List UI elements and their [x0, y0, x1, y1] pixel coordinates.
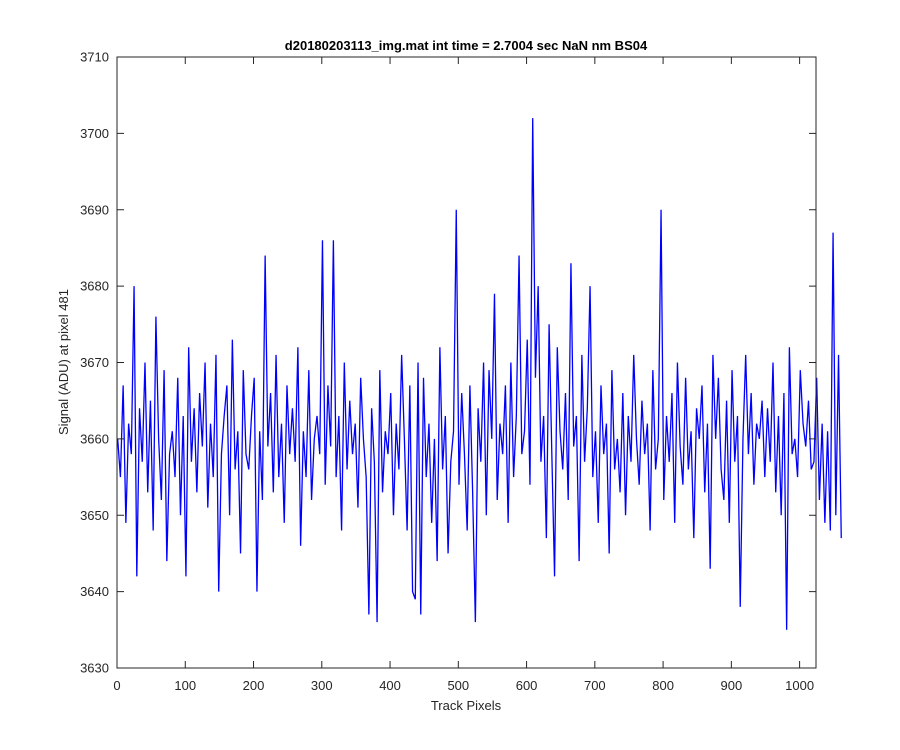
x-tick-label: 900	[721, 678, 743, 693]
y-tick-label: 3650	[80, 508, 109, 523]
series-group	[117, 118, 842, 630]
y-tick-label: 3700	[80, 126, 109, 141]
series-line-1	[117, 118, 842, 630]
y-tick-label: 3680	[80, 279, 109, 294]
x-tick-label: 400	[379, 678, 401, 693]
y-tick-label: 3690	[80, 202, 109, 217]
x-tick-label: 800	[652, 678, 674, 693]
y-axis-ticks: 3630 3640 3650 3660 3670 3680 3690 3700 3710	[80, 50, 816, 676]
plot-area	[117, 57, 816, 668]
x-tick-label: 600	[516, 678, 538, 693]
x-tick-label: 0	[113, 678, 120, 693]
x-tick-label: 700	[584, 678, 606, 693]
x-tick-label: 200	[243, 678, 265, 693]
y-tick-label: 3640	[80, 584, 109, 599]
x-tick-label: 500	[447, 678, 469, 693]
x-tick-label: 100	[174, 678, 196, 693]
y-tick-label: 3630	[80, 661, 109, 676]
y-axis-label: Signal (ADU) at pixel 481	[56, 289, 71, 435]
x-tick-label: 1000	[785, 678, 814, 693]
y-tick-label: 3660	[80, 431, 109, 446]
chart-title: d20180203113_img.mat int time = 2.7004 s…	[285, 38, 648, 53]
x-axis-label: Track Pixels	[431, 698, 502, 713]
x-axis-ticks: 0 100 200 300 400 500 600 700 800 900 1000	[113, 57, 814, 693]
y-tick-label: 3710	[80, 50, 109, 65]
y-tick-label: 3670	[80, 355, 109, 370]
x-tick-label: 300	[311, 678, 333, 693]
